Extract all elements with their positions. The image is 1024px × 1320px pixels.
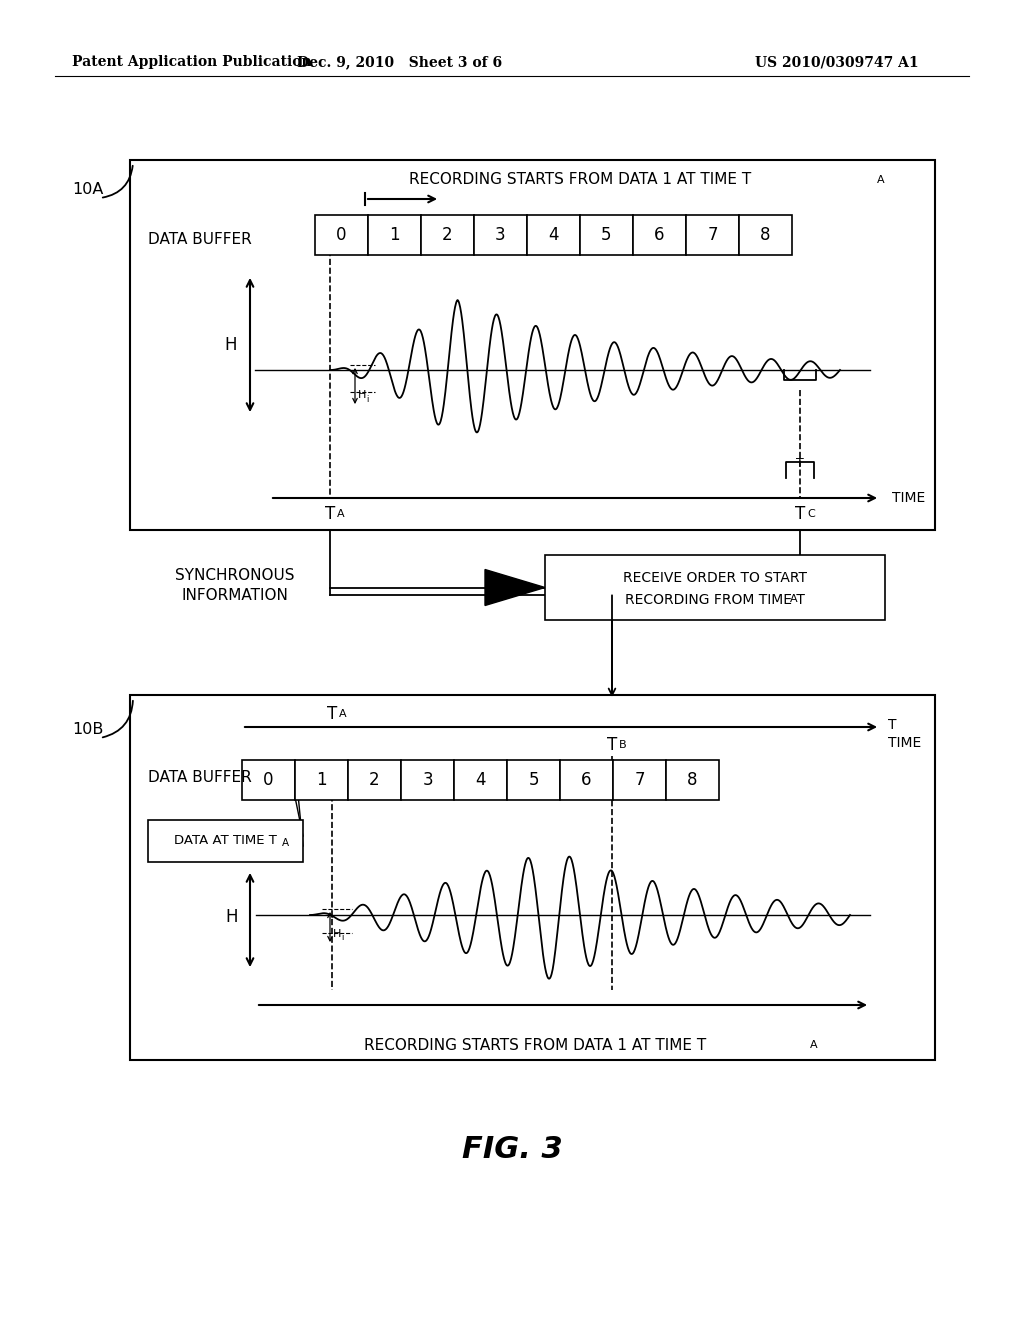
- Text: H: H: [225, 908, 238, 927]
- Bar: [454, 760, 507, 800]
- Text: A: A: [877, 176, 885, 185]
- Polygon shape: [485, 569, 545, 606]
- Bar: [295, 760, 348, 800]
- Text: H: H: [358, 389, 367, 400]
- Bar: [545, 554, 885, 620]
- Text: A: A: [337, 510, 345, 519]
- Bar: [130, 696, 935, 1060]
- Text: A: A: [339, 709, 347, 719]
- Text: RECORDING STARTS FROM DATA 1 AT TIME T: RECORDING STARTS FROM DATA 1 AT TIME T: [409, 173, 752, 187]
- Text: TIME: TIME: [892, 491, 926, 506]
- Text: T: T: [325, 506, 335, 523]
- Text: A: A: [810, 1040, 817, 1049]
- Text: DATA AT TIME T: DATA AT TIME T: [174, 834, 276, 847]
- Text: US 2010/0309747 A1: US 2010/0309747 A1: [755, 55, 919, 69]
- Text: 1: 1: [316, 771, 327, 789]
- Text: 10A: 10A: [72, 182, 103, 198]
- Text: i: i: [366, 395, 369, 404]
- Bar: [348, 760, 401, 800]
- Text: Dec. 9, 2010   Sheet 3 of 6: Dec. 9, 2010 Sheet 3 of 6: [297, 55, 503, 69]
- Text: 7: 7: [634, 771, 645, 789]
- Text: 2: 2: [370, 771, 380, 789]
- Text: RECORDING FROM TIME T: RECORDING FROM TIME T: [625, 593, 805, 606]
- Text: 6: 6: [582, 771, 592, 789]
- Text: DATA BUFFER: DATA BUFFER: [148, 771, 252, 785]
- Bar: [666, 760, 719, 800]
- Text: 3: 3: [496, 226, 506, 244]
- Text: C: C: [807, 510, 815, 519]
- Text: T: T: [327, 705, 337, 723]
- Text: FIG. 3: FIG. 3: [462, 1135, 562, 1164]
- Text: 8: 8: [687, 771, 697, 789]
- Text: TIME: TIME: [888, 737, 922, 750]
- Text: RECEIVE ORDER TO START: RECEIVE ORDER TO START: [623, 570, 807, 585]
- Text: H: H: [224, 337, 237, 354]
- Text: DATA BUFFER: DATA BUFFER: [148, 232, 252, 248]
- Text: Patent Application Publication: Patent Application Publication: [72, 55, 311, 69]
- Bar: [507, 760, 560, 800]
- Text: T: T: [607, 737, 617, 754]
- Bar: [527, 215, 580, 255]
- Bar: [474, 215, 527, 255]
- Text: 5: 5: [601, 226, 611, 244]
- Text: H: H: [333, 929, 341, 939]
- Bar: [401, 760, 454, 800]
- Text: 10B: 10B: [72, 722, 103, 738]
- Text: T: T: [796, 457, 804, 470]
- Text: 4: 4: [548, 226, 559, 244]
- Bar: [580, 215, 633, 255]
- Text: 3: 3: [422, 771, 433, 789]
- Bar: [686, 215, 739, 255]
- Bar: [148, 820, 303, 862]
- Text: 4: 4: [475, 771, 485, 789]
- Bar: [613, 760, 666, 800]
- Text: i: i: [341, 933, 343, 942]
- Text: B: B: [618, 741, 627, 750]
- Text: 0: 0: [336, 226, 347, 244]
- Text: RECORDING STARTS FROM DATA 1 AT TIME T: RECORDING STARTS FROM DATA 1 AT TIME T: [364, 1038, 707, 1052]
- Bar: [242, 760, 295, 800]
- Text: 7: 7: [708, 226, 718, 244]
- Text: 2: 2: [442, 226, 453, 244]
- Bar: [560, 760, 613, 800]
- Text: 0: 0: [263, 771, 273, 789]
- Text: T: T: [888, 718, 896, 733]
- Bar: [315, 215, 368, 255]
- Bar: [368, 215, 421, 255]
- Text: 6: 6: [654, 226, 665, 244]
- Bar: [421, 215, 474, 255]
- Text: 8: 8: [760, 226, 771, 244]
- Bar: [633, 215, 686, 255]
- Text: T: T: [795, 506, 805, 523]
- Bar: [130, 160, 935, 531]
- Text: A: A: [282, 838, 289, 847]
- Text: 5: 5: [528, 771, 539, 789]
- Text: 1: 1: [389, 226, 399, 244]
- Bar: [739, 215, 792, 255]
- Text: SYNCHRONOUS: SYNCHRONOUS: [175, 568, 295, 582]
- Text: INFORMATION: INFORMATION: [181, 587, 289, 602]
- Text: A: A: [790, 594, 798, 605]
